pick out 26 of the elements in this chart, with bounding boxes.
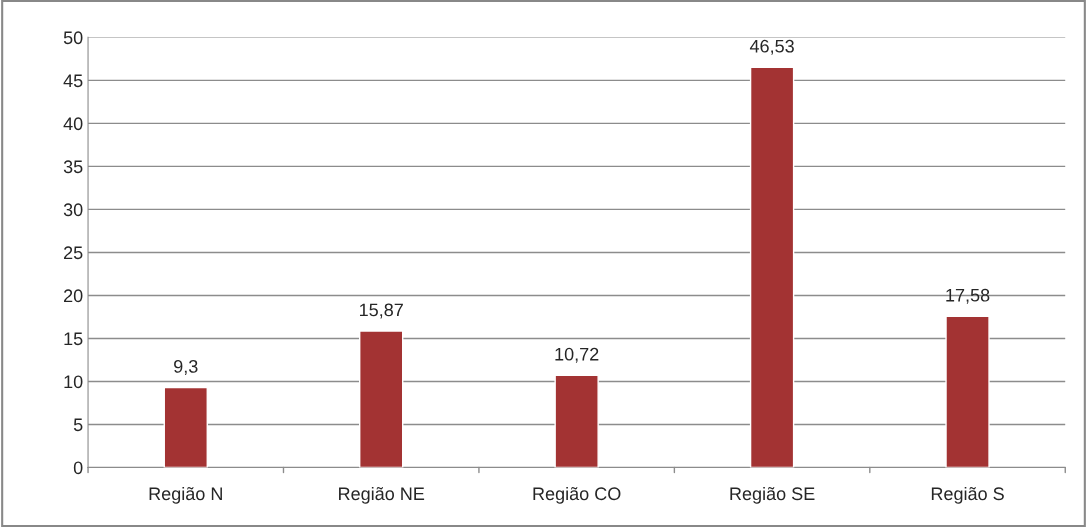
- x-tick-label: Região S: [931, 486, 1004, 504]
- x-tick-label: Região SE: [730, 486, 815, 504]
- y-tick-label: 25: [64, 246, 83, 260]
- y-tick-label: 40: [63, 117, 83, 131]
- x-tick-label: Região N: [149, 486, 222, 504]
- y-tick-label: 45: [63, 74, 83, 88]
- data-label: 9,3: [174, 360, 198, 375]
- y-tick-label: 10: [64, 375, 83, 389]
- y-tick-label: 15: [64, 332, 83, 346]
- data-label: 10,72: [555, 347, 599, 363]
- y-tick-label: 5: [73, 418, 83, 432]
- x-tick-label: Região NE: [339, 486, 425, 504]
- y-tick-label: 35: [63, 160, 83, 174]
- data-label: 46,53: [749, 39, 794, 55]
- y-tick-label: 50: [63, 31, 83, 45]
- bar: [359, 330, 404, 468]
- y-tick-label: 20: [64, 289, 83, 303]
- bar: [554, 374, 599, 468]
- bar: [749, 66, 795, 468]
- y-tick-label: 0: [73, 461, 83, 475]
- data-label: 17,58: [946, 288, 990, 304]
- x-tick-label: Região CO: [533, 486, 621, 504]
- data-label: 15,87: [360, 303, 403, 319]
- y-tick-label: 30: [63, 203, 83, 217]
- bar: [163, 386, 208, 468]
- bar: [945, 315, 990, 468]
